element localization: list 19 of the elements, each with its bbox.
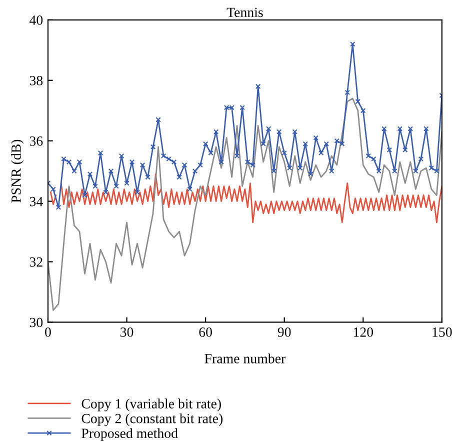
y-tick-label: 36 xyxy=(30,136,43,146)
y-tick-label: 34 xyxy=(30,196,43,206)
x-tick-label: 120 xyxy=(354,327,374,337)
legend-label: Proposed method xyxy=(82,428,178,441)
legend-label: Copy 1 (variable bit rate) xyxy=(82,398,221,412)
x-tick-label: 30 xyxy=(120,327,134,337)
y-tick-label: 38 xyxy=(30,76,43,86)
line-series xyxy=(48,98,442,311)
x-tick-label: 90 xyxy=(278,327,291,337)
y-axis-title: PSNR (dB) xyxy=(11,140,24,202)
y-tick-label: 30 xyxy=(30,318,43,328)
chart-title: Tennis xyxy=(226,8,263,18)
x-tick-label: 0 xyxy=(45,327,51,337)
x-tick-label: 150 xyxy=(432,327,452,337)
x-axis-title: Frame number xyxy=(204,354,286,364)
legend-label: Copy 2 (constant bit rate) xyxy=(82,413,223,426)
x-tick-label: 60 xyxy=(199,327,212,337)
y-tick-label: 32 xyxy=(30,257,42,267)
y-tick-label: 40 xyxy=(30,15,43,25)
